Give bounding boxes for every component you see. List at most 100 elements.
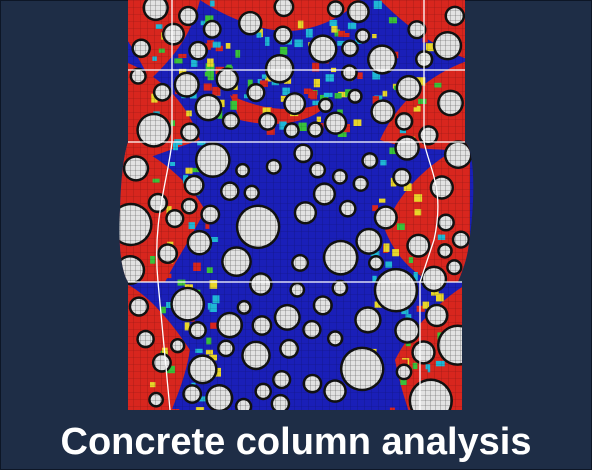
aggregate-particle xyxy=(217,339,235,358)
aggregate-particle xyxy=(148,391,165,408)
aggregate-particle xyxy=(293,143,314,164)
aggregate-particle xyxy=(220,181,240,201)
left-trace-line xyxy=(156,0,173,411)
aggregate-particle xyxy=(370,99,396,125)
aggregate-particle xyxy=(347,88,363,104)
aggregate-particle xyxy=(312,182,336,206)
aggregate-particle xyxy=(451,230,470,249)
aggregate-particle xyxy=(241,340,271,371)
aggregate-particle xyxy=(436,213,455,232)
aggregate-particle xyxy=(200,204,221,225)
aggregate-particle xyxy=(142,0,169,22)
aggregate-particle xyxy=(355,227,383,255)
aggregate-particle xyxy=(119,255,146,285)
aggregate-particle xyxy=(302,373,323,394)
aggregate-particle xyxy=(151,352,172,373)
aggregate-particle xyxy=(194,93,223,122)
aggregate-particle xyxy=(129,67,147,85)
aggregate-particle xyxy=(395,74,422,102)
aggregate-particle xyxy=(270,393,291,410)
aggregate-particle xyxy=(186,229,213,256)
aggregate-particle xyxy=(183,174,205,196)
aggregate-particle xyxy=(394,317,421,344)
aggregate-particle xyxy=(180,122,200,143)
figure-caption: Concrete column analysis xyxy=(60,421,532,463)
aggregate-particle xyxy=(429,175,454,200)
aggregate-particle xyxy=(237,10,263,36)
aggregate-particle xyxy=(327,330,344,347)
aggregate-particle xyxy=(216,311,244,339)
aggregate-particle xyxy=(317,97,334,114)
aggregate-particle xyxy=(273,303,301,331)
aggregate-particle xyxy=(136,112,172,148)
aggregate-particle xyxy=(215,67,240,92)
aggregate-particle xyxy=(373,205,398,230)
aggregate-particle xyxy=(340,64,358,82)
aggregate-particle xyxy=(354,306,382,334)
aggregate-particle xyxy=(425,303,449,328)
aggregate-particle xyxy=(234,397,253,410)
aggregate-particle xyxy=(444,5,466,27)
aggregate-particle xyxy=(437,243,453,259)
aggregate-particle xyxy=(178,5,199,27)
aggregate-particle xyxy=(307,121,324,138)
aggregate-particle xyxy=(188,321,207,340)
aggregate-particle xyxy=(346,0,370,24)
aggregate-particle xyxy=(119,202,153,247)
aggregate-particle xyxy=(273,0,295,18)
aggregate-particle xyxy=(437,89,464,117)
aggregate-particle xyxy=(188,40,209,61)
aggregate-particle xyxy=(194,142,231,179)
aggregate-particle xyxy=(157,243,179,264)
aggregate-particle xyxy=(352,175,369,192)
aggregate-particle xyxy=(331,168,348,185)
aggregates xyxy=(119,0,474,410)
aggregate-particle xyxy=(437,324,474,366)
aggregate-particle xyxy=(392,167,412,187)
aggregate-particle xyxy=(323,111,348,135)
aggregate-particle xyxy=(322,239,359,276)
aggregate-particle xyxy=(122,155,150,182)
aggregate-particle xyxy=(308,34,338,64)
aggregate-particle xyxy=(338,199,357,218)
aggregate-particle xyxy=(291,253,310,272)
aggregate-particle xyxy=(411,340,436,365)
aggregate-particle xyxy=(341,39,359,58)
aggregate-particle xyxy=(446,259,463,276)
aggregate-particle xyxy=(243,184,260,201)
aggregate-particle xyxy=(326,0,345,18)
aggregate-particle xyxy=(283,92,307,116)
aggregate-particle xyxy=(309,161,327,179)
aggregate-particle xyxy=(312,295,333,316)
aggregate-particle xyxy=(395,363,413,381)
aggregate-particle xyxy=(323,379,347,403)
aggregate-particle xyxy=(170,338,186,354)
aggregate-particle xyxy=(373,267,419,313)
aggregate-particle xyxy=(165,209,185,229)
aggregate-particle xyxy=(367,44,398,75)
aggregate-particle xyxy=(251,315,273,336)
aggregate-particle xyxy=(264,54,295,84)
aggregate-particle xyxy=(221,246,252,277)
aggregate-particle xyxy=(339,346,385,392)
aggregate-particle xyxy=(407,20,427,40)
aggregate-particle xyxy=(293,201,318,225)
aggregate-particle xyxy=(354,28,371,44)
aggregate-particle xyxy=(248,272,273,296)
column-body xyxy=(119,0,474,410)
aggregate-particle xyxy=(187,354,218,385)
aggregate-particle xyxy=(258,111,278,131)
aggregate-particle xyxy=(443,140,473,169)
section-lines xyxy=(128,0,465,411)
aggregate-particle xyxy=(136,329,155,349)
aggregate-particle xyxy=(182,384,203,404)
aggregate-particle xyxy=(162,22,185,46)
aggregate-particle xyxy=(279,338,300,359)
aggregate-particle xyxy=(254,382,272,401)
aggregate-particle xyxy=(236,299,252,315)
aggregate-particle xyxy=(235,204,281,250)
aggregate-particle xyxy=(205,384,234,410)
aggregate-particle xyxy=(273,25,293,45)
aggregate-particle xyxy=(406,233,431,258)
